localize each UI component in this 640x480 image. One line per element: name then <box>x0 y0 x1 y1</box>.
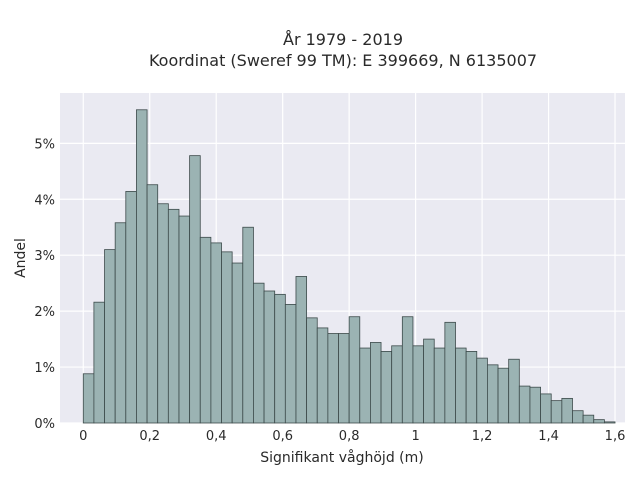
histogram-bar <box>263 290 276 424</box>
histogram-bar <box>370 342 382 424</box>
chart-title-line1: År 1979 - 2019 <box>283 30 403 49</box>
histogram-bar <box>550 400 563 424</box>
x-tick-label: 0,2 <box>139 429 160 444</box>
histogram-bar <box>518 385 531 424</box>
chart-title-line2: Koordinat (Sweref 99 TM): E 399669, N 61… <box>149 51 537 70</box>
histogram-bar <box>82 373 95 424</box>
y-tick-label: 3% <box>34 249 55 264</box>
y-tick-label: 0% <box>34 417 55 432</box>
histogram-bar <box>359 347 371 424</box>
histogram-bar <box>561 397 573 424</box>
y-tick-label: 1% <box>34 361 55 376</box>
histogram-bar <box>210 242 222 424</box>
histogram-bar <box>199 236 212 424</box>
histogram-bar <box>508 358 520 424</box>
histogram-bar <box>497 367 510 424</box>
histogram-bar <box>306 317 318 424</box>
histogram-bar <box>104 249 116 424</box>
x-tick-label: 0,8 <box>339 429 360 444</box>
histogram-bar <box>157 203 169 424</box>
histogram-bar <box>274 293 286 424</box>
y-tick-label: 4% <box>34 193 55 208</box>
histogram-bar <box>189 155 201 424</box>
x-tick-label: 1,6 <box>605 429 626 444</box>
y-tick-label: 5% <box>34 137 55 152</box>
x-tick-label: 1,4 <box>538 429 559 444</box>
histogram-bar <box>348 316 361 424</box>
histogram-bar <box>253 282 265 424</box>
histogram-bar <box>295 276 308 424</box>
histogram-bar <box>423 338 435 424</box>
histogram-bar <box>146 184 159 424</box>
histogram-bar <box>391 345 403 424</box>
histogram-bar <box>114 222 127 424</box>
histogram-bar <box>529 386 541 424</box>
histogram-bar <box>465 351 478 424</box>
histogram-bars <box>82 109 616 424</box>
histogram-bar <box>93 301 105 424</box>
histogram-bar <box>593 419 605 424</box>
y-axis-label: Andel <box>13 238 29 278</box>
histogram-bar <box>476 357 488 424</box>
histogram-bar <box>167 208 180 424</box>
histogram-bar <box>380 351 393 424</box>
histogram-bar <box>125 191 137 424</box>
x-tick-label: 1,2 <box>472 429 493 444</box>
histogram-bar <box>603 421 616 424</box>
x-axis-label: Signifikant våghöjd (m) <box>260 449 423 466</box>
histogram-bar <box>327 333 339 424</box>
histogram-bar <box>231 262 244 424</box>
histogram-bar <box>455 347 467 424</box>
histogram-bar <box>136 109 148 424</box>
x-axis-ticks: 0 0,2 0,4 0,6 0,8 1 1,2 1,4 1,6 <box>79 429 625 444</box>
histogram-bar <box>284 304 297 424</box>
histogram-bar <box>242 226 254 424</box>
x-tick-label: 1 <box>411 429 419 444</box>
histogram-bar <box>178 215 191 424</box>
histogram-bar <box>582 414 595 424</box>
histogram-bar <box>433 347 446 424</box>
histogram-bar <box>412 345 424 424</box>
histogram-bar <box>221 251 233 424</box>
histogram-bar <box>401 316 414 424</box>
x-tick-label: 0,4 <box>206 429 227 444</box>
x-tick-label: 0 <box>79 429 87 444</box>
histogram-bar <box>444 321 456 424</box>
histogram-bar <box>487 364 499 424</box>
histogram-bar <box>338 333 350 424</box>
histogram-bar <box>316 327 329 424</box>
x-tick-label: 0,6 <box>272 429 293 444</box>
histogram-bar <box>572 410 584 424</box>
y-axis-ticks: 0% 1% 2% 3% 4% 5% <box>34 137 55 432</box>
y-tick-label: 2% <box>34 305 55 320</box>
histogram-bar <box>540 393 552 424</box>
